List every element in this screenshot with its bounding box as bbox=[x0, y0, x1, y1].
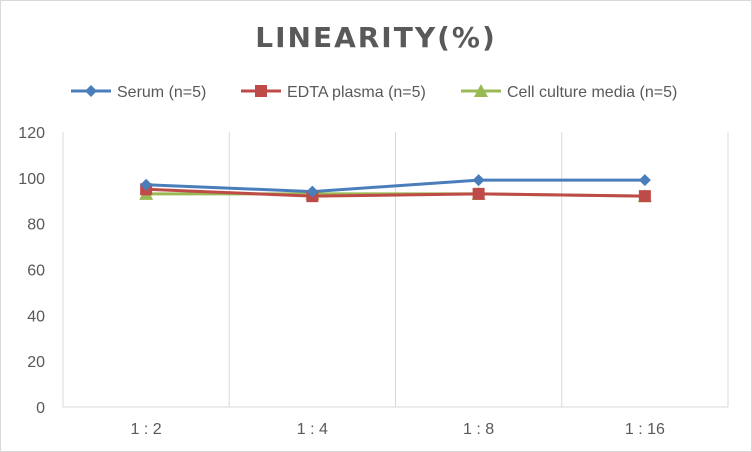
legend-marker bbox=[474, 84, 488, 97]
data-point bbox=[638, 174, 651, 187]
x-tick-label: 1 : 2 bbox=[131, 421, 162, 438]
data-point bbox=[140, 178, 153, 191]
legend-label: Cell culture media (n=5) bbox=[507, 84, 677, 101]
data-point bbox=[638, 190, 651, 203]
legend-label: Serum (n=5) bbox=[117, 84, 206, 101]
y-tick-label: 0 bbox=[36, 400, 45, 417]
x-tick-label: 1 : 16 bbox=[625, 421, 665, 438]
data-point bbox=[306, 185, 319, 198]
x-tick-label: 1 : 8 bbox=[463, 421, 494, 438]
y-tick-label: 80 bbox=[27, 217, 45, 234]
series-line bbox=[146, 178, 645, 194]
legend-marker bbox=[255, 85, 267, 97]
y-tick-label: 120 bbox=[18, 125, 45, 142]
chart-title: LINEARITY(%) bbox=[255, 21, 497, 54]
series-line bbox=[146, 187, 645, 198]
data-point bbox=[472, 174, 485, 187]
y-tick-label: 20 bbox=[27, 354, 45, 371]
legend-marker bbox=[85, 85, 97, 97]
y-tick-label: 40 bbox=[27, 308, 45, 325]
y-tick-label: 60 bbox=[27, 263, 45, 280]
y-tick-label: 100 bbox=[18, 171, 45, 188]
data-point bbox=[472, 187, 485, 200]
legend-label: EDTA plasma (n=5) bbox=[287, 84, 426, 101]
x-tick-label: 1 : 4 bbox=[297, 421, 328, 438]
